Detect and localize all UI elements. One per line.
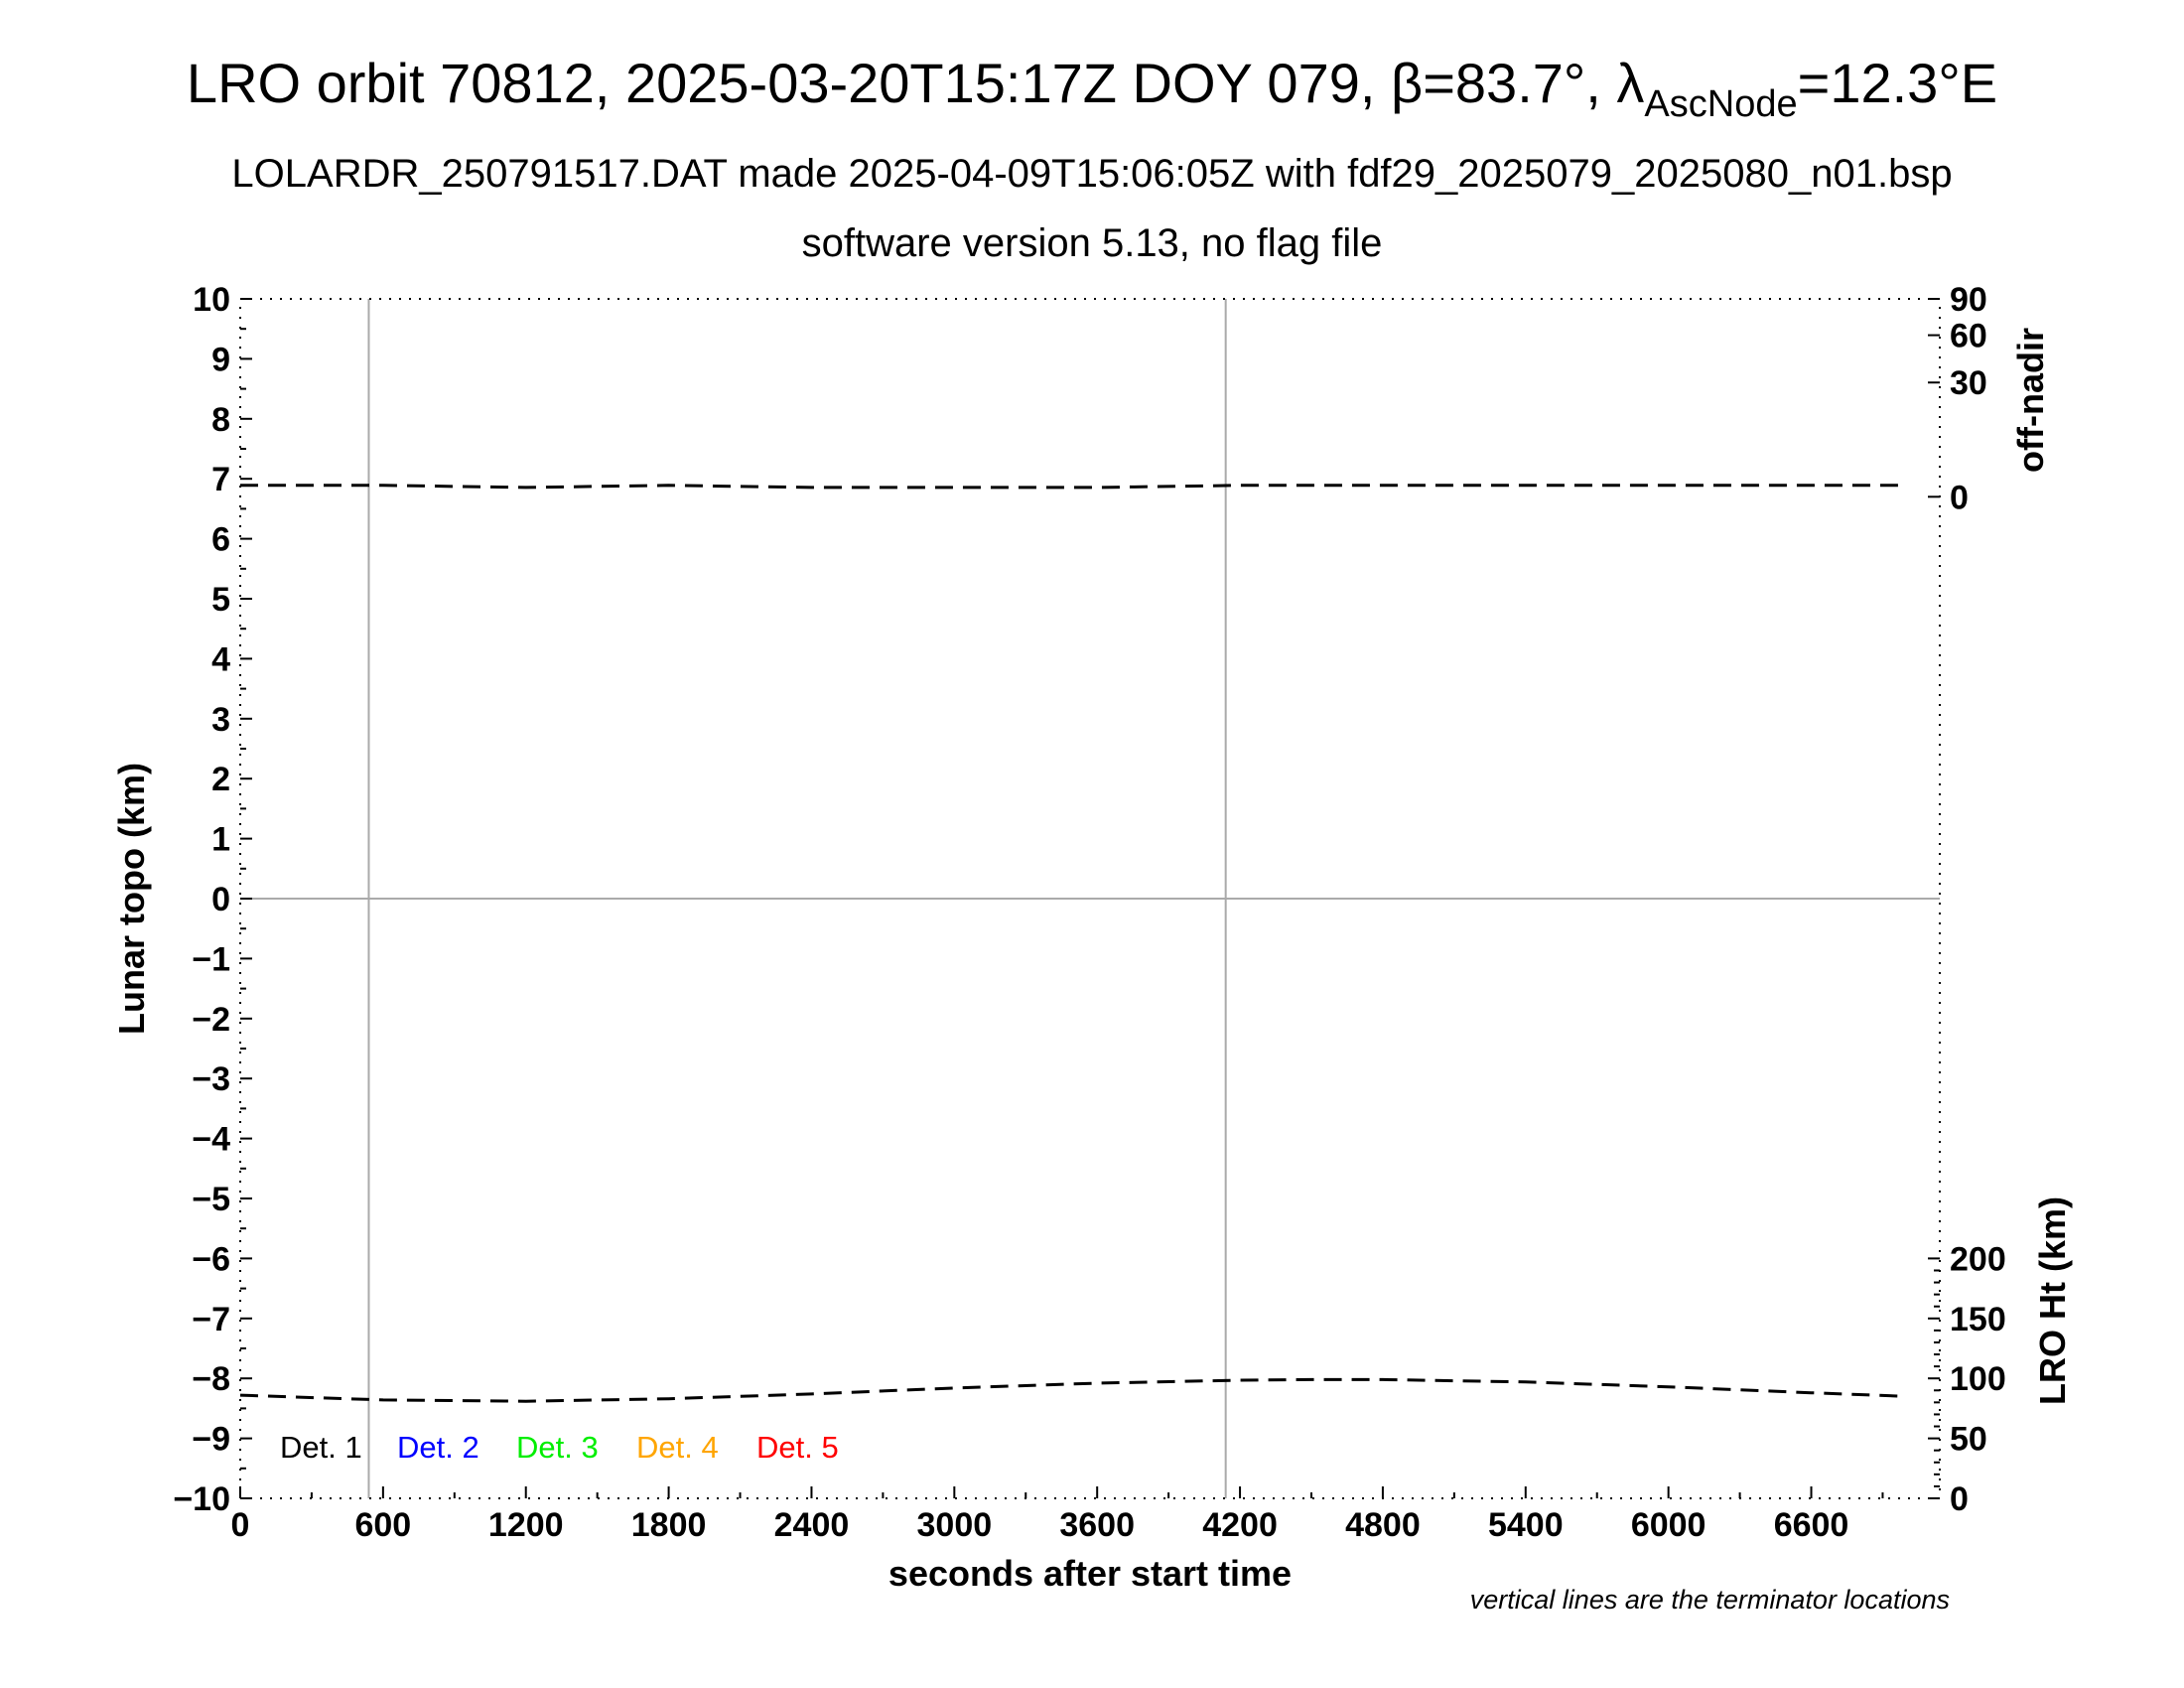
x-tick-label: 6000	[1631, 1506, 1706, 1544]
x-tick-label: 1800	[631, 1506, 707, 1544]
lambda-subscript: AscNode	[1644, 83, 1797, 125]
y-tick-label: 2	[211, 761, 230, 798]
y-tick-label: −9	[192, 1421, 230, 1459]
y-tick-label: −8	[192, 1360, 230, 1398]
series-layer	[239, 484, 1907, 1403]
y-tick-label: −6	[192, 1240, 230, 1278]
y-tick-label: 6	[211, 521, 230, 559]
legend: Det. 1 Det. 2 Det. 3 Det. 4 Det. 5	[280, 1430, 839, 1465]
off-nadir-series-line	[240, 484, 1907, 490]
beta-symbol: β	[1391, 52, 1423, 114]
lambda-symbol: λ	[1616, 52, 1644, 114]
off-nadir-tick-label: 90	[1950, 281, 1987, 319]
legend-entry-det-5: Det. 5	[756, 1430, 839, 1465]
y-tick-label: −1	[192, 940, 230, 978]
off-nadir-axis-title: off-nadir	[2010, 328, 2051, 473]
terminator-footnote: vertical lines are the terminator locati…	[1470, 1585, 1950, 1615]
y-tick-label: −2	[192, 1001, 230, 1039]
legend-entry-det-1: Det. 1	[280, 1430, 362, 1465]
lro-ht-tick-label: 0	[1950, 1480, 1969, 1518]
y-tick-label: −4	[192, 1121, 230, 1159]
y-tick-label: 0	[211, 881, 230, 918]
y-tick-label: 7	[211, 461, 230, 498]
y-tick-label: 3	[211, 701, 230, 739]
tick-layer	[239, 298, 1940, 1499]
chart-subtitle: LOLARDR_250791517.DAT made 2025-04-09T15…	[231, 152, 1952, 196]
lro-ht-tick-label: 200	[1950, 1240, 2006, 1278]
off-nadir-tick-label: 0	[1950, 479, 1969, 516]
x-tick-label: 3600	[1059, 1506, 1135, 1544]
x-tick-label: 0	[231, 1506, 250, 1544]
y-axis-title: Lunar topo (km)	[111, 763, 152, 1035]
y-tick-label: −7	[192, 1301, 230, 1338]
y-tick-label: −3	[192, 1060, 230, 1098]
chart-title: LRO orbit 70812, 2025-03-20T15:17Z DOY 0…	[187, 52, 1997, 125]
y-tick-label: 9	[211, 341, 230, 378]
y-tick-label: 1	[211, 821, 230, 859]
chart-subtitle-2: software version 5.13, no flag file	[802, 221, 1383, 265]
y-tick-label: 8	[211, 401, 230, 439]
x-tick-label: 1200	[488, 1506, 564, 1544]
off-nadir-tick-label: 60	[1950, 318, 1987, 355]
lro-ht-tick-label: 100	[1950, 1360, 2006, 1398]
lro-ht-tick-label: 50	[1950, 1421, 1987, 1459]
lro-ht-series-line	[239, 1377, 1907, 1403]
legend-entry-det-3: Det. 3	[516, 1430, 599, 1465]
legend-entry-det-2: Det. 2	[397, 1430, 479, 1465]
y-tick-label: 4	[211, 640, 230, 678]
x-tick-label: 600	[354, 1506, 411, 1544]
x-tick-label: 2400	[774, 1506, 850, 1544]
legend-entry-det-4: Det. 4	[636, 1430, 719, 1465]
y-tick-label: 10	[193, 281, 230, 319]
lro-ht-axis-title: LRO Ht (km)	[2032, 1196, 2073, 1405]
x-tick-label: 6600	[1774, 1506, 1849, 1544]
x-axis-title: seconds after start time	[888, 1553, 1292, 1594]
off-nadir-tick-label: 30	[1950, 364, 1987, 402]
grid-layer	[240, 299, 1940, 1498]
x-tick-label: 3000	[917, 1506, 993, 1544]
y-tick-label: −5	[192, 1181, 230, 1218]
y-tick-label: 5	[211, 581, 230, 619]
y-tick-label: −10	[173, 1480, 230, 1518]
x-tick-label: 4200	[1202, 1506, 1278, 1544]
lro-ht-tick-label: 150	[1950, 1301, 2006, 1338]
x-tick-label: 4800	[1345, 1506, 1421, 1544]
x-tick-label: 5400	[1488, 1506, 1564, 1544]
